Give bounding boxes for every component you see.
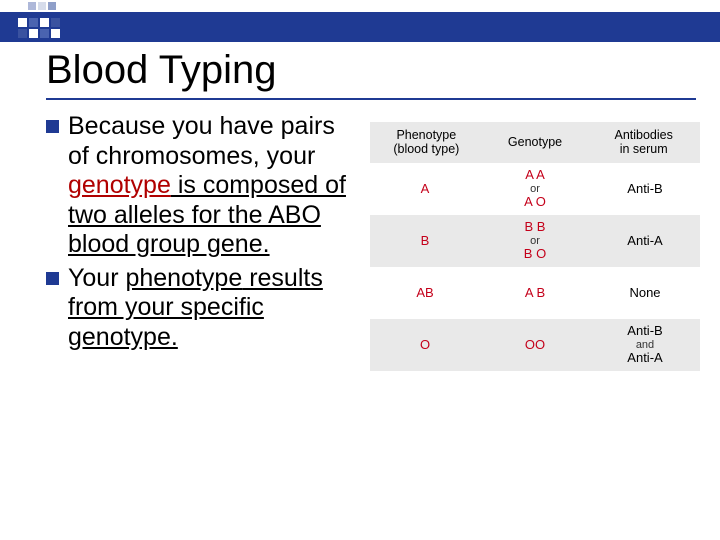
cell-antibody: Anti-B xyxy=(590,182,700,196)
bullet-1-highlight: genotype xyxy=(68,171,171,199)
bullet-list: Because you have pairs of chromosomes, y… xyxy=(46,112,354,356)
header-band xyxy=(0,12,720,42)
table-row: O OO Anti-B and Anti-A xyxy=(370,319,700,371)
blood-type-table: Phenotype (blood type) Genotype Antibodi… xyxy=(370,122,700,371)
cell-phenotype: B xyxy=(370,234,480,248)
top-bar xyxy=(0,0,720,12)
deco-squares-band xyxy=(18,18,60,38)
cell-phenotype: O xyxy=(370,338,480,352)
cell-ab-join: and xyxy=(590,339,700,351)
cell-antibody: Anti-B xyxy=(590,324,700,338)
cell-g1: OO xyxy=(480,338,590,352)
th-genotype: Genotype xyxy=(508,135,562,149)
cell-antibody: Anti-A xyxy=(590,234,700,248)
th-phenotype-l1: Phenotype xyxy=(372,128,481,142)
cell-g1: A B xyxy=(480,286,590,300)
bullet-1-prefix: Because you have pairs of chromosomes, y… xyxy=(68,112,335,170)
deco-squares-top xyxy=(28,2,56,10)
table-row: B B B or B O Anti-A xyxy=(370,215,700,267)
table-row: A A A or A O Anti-B xyxy=(370,163,700,215)
bullet-1: Because you have pairs of chromosomes, y… xyxy=(46,112,354,260)
bullet-2: Your phenotype results from your specifi… xyxy=(46,264,354,353)
cell-phenotype: AB xyxy=(370,286,480,300)
th-antibodies-l1: Antibodies xyxy=(589,128,698,142)
bullet-2-prefix: Your xyxy=(68,264,125,292)
cell-g1: B B xyxy=(480,220,590,234)
cell-antibody-2: Anti-A xyxy=(590,351,700,365)
cell-or: or xyxy=(480,235,590,247)
th-antibodies-l2: in serum xyxy=(589,142,698,156)
table-row: AB A B None xyxy=(370,267,700,319)
cell-phenotype: A xyxy=(370,182,480,196)
slide-title: Blood Typing xyxy=(46,48,277,93)
bullet-2-highlight: phenotype xyxy=(125,264,242,292)
th-phenotype-l2: (blood type) xyxy=(372,142,481,156)
cell-g2: A O xyxy=(480,195,590,209)
cell-antibody: None xyxy=(590,286,700,300)
cell-g1: A A xyxy=(480,168,590,182)
cell-or: or xyxy=(480,183,590,195)
table-header: Phenotype (blood type) Genotype Antibodi… xyxy=(370,122,700,163)
cell-g2: B O xyxy=(480,247,590,261)
title-rule xyxy=(46,98,696,100)
